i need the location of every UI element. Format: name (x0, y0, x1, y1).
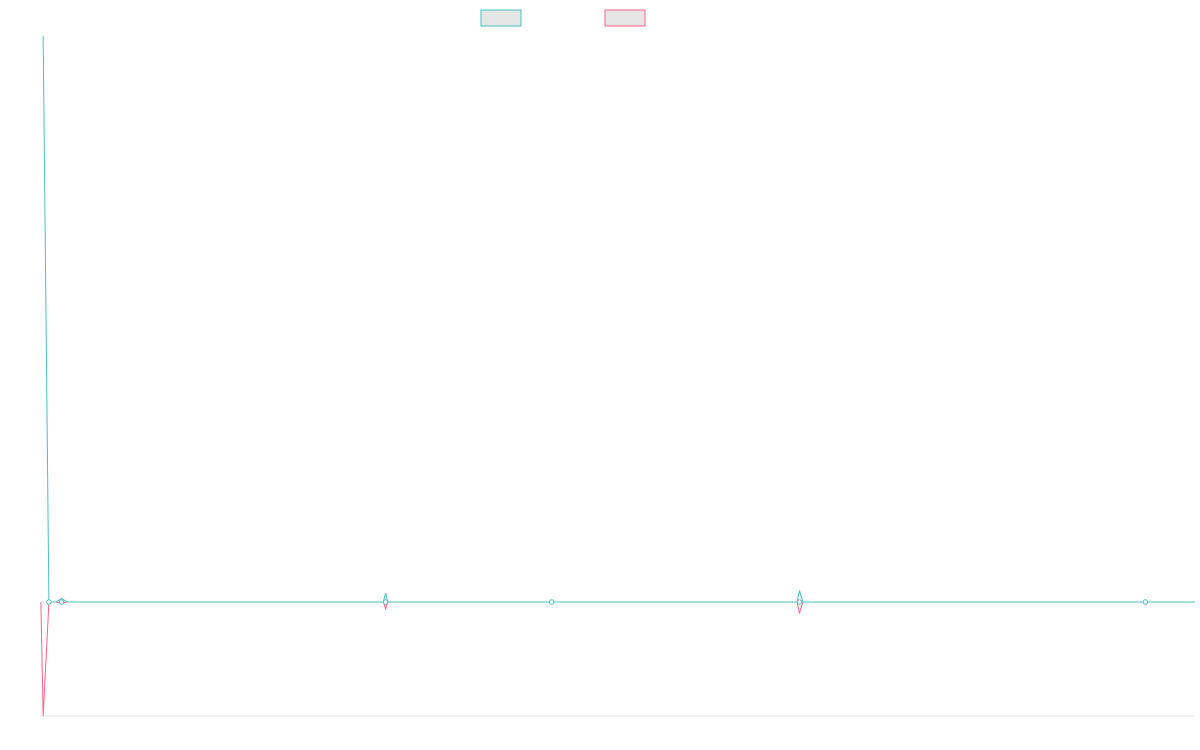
series-line-b[interactable] (40, 601, 1195, 717)
data-point-marker[interactable] (796, 599, 803, 605)
data-point-marker[interactable] (548, 599, 555, 605)
legend-swatch-series-b[interactable] (604, 9, 646, 27)
data-point-marker[interactable] (1142, 599, 1149, 605)
legend (480, 9, 646, 27)
data-point-marker[interactable] (58, 599, 65, 605)
series-line-a[interactable] (42, 35, 1195, 603)
plot-area (40, 35, 1195, 717)
legend-swatch-series-a[interactable] (480, 9, 522, 27)
data-point-marker[interactable] (46, 599, 52, 605)
data-point-marker[interactable] (382, 599, 389, 605)
